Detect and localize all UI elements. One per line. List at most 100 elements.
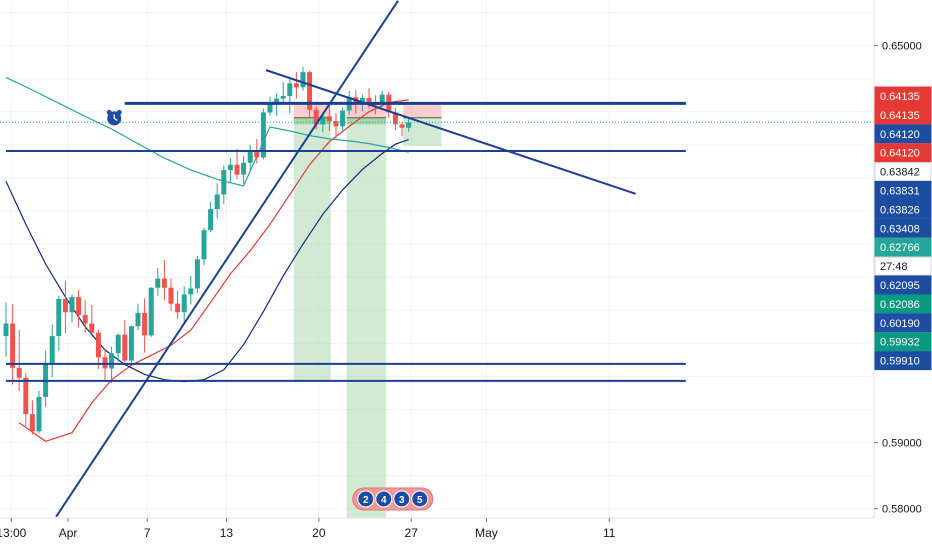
candle-body	[194, 259, 200, 289]
grid	[0, 0, 874, 518]
candle-body	[234, 164, 240, 175]
us-flag-icon[interactable]	[357, 490, 375, 508]
candle-body	[333, 121, 339, 127]
candle-body	[293, 83, 299, 88]
candle-body	[214, 194, 220, 210]
candle-body	[16, 367, 22, 378]
price-label-box	[874, 351, 932, 371]
event-count-label: 5	[417, 495, 423, 506]
price-label-box	[874, 124, 932, 144]
candle-body	[307, 72, 313, 110]
moving-average-line	[5, 139, 409, 383]
price-label: 0.59910	[874, 351, 932, 371]
candle-body	[142, 312, 148, 336]
candle-body	[267, 103, 273, 113]
candle-body	[115, 334, 121, 354]
candle-body	[109, 353, 115, 369]
candle-body	[161, 278, 167, 288]
price-label-box	[874, 199, 932, 219]
price-label-text: 0.63826	[880, 204, 920, 216]
candle-body	[135, 312, 141, 327]
alarm-clock-bell-left	[106, 109, 112, 115]
candle-body	[49, 336, 55, 365]
position-profit-fill	[293, 117, 331, 125]
candle-body	[260, 112, 266, 158]
candle-body	[254, 150, 260, 158]
time-tick-label: May	[475, 526, 498, 540]
event-count-label: 3	[399, 495, 405, 506]
price-label-text: 0.64135	[880, 91, 920, 103]
candle-body	[313, 109, 319, 125]
economic-events[interactable]: 2 4 3 5	[352, 487, 434, 511]
price-label-box	[874, 162, 932, 182]
candle-body	[122, 334, 128, 361]
moving-average-line	[18, 99, 409, 442]
price-label-box	[874, 332, 932, 352]
chart-icons[interactable]	[106, 109, 122, 126]
price-label-text: 0.63842	[880, 167, 920, 179]
price-label: 0.64135	[874, 86, 932, 106]
price-label-text: 0.64135	[880, 110, 920, 122]
price-label-text: 0.59910	[880, 356, 920, 368]
candle-body	[95, 332, 101, 358]
candle-body	[287, 83, 293, 96]
price-label: 0.64135	[874, 105, 932, 125]
price-label-text: 27:48	[880, 261, 908, 273]
price-label: 0.59932	[874, 332, 932, 352]
time-tick-label: Apr	[59, 526, 78, 540]
candle-body	[379, 94, 385, 106]
short-position[interactable]	[346, 103, 387, 519]
price-tick-label: 0.59000	[882, 438, 922, 450]
trendline[interactable]	[55, 0, 399, 518]
event-count-label: 4	[381, 495, 387, 506]
price-label: 0.64120	[874, 124, 932, 144]
time-tick-label: 13	[220, 526, 234, 540]
position-risk-zone	[293, 103, 331, 118]
short-position[interactable]	[293, 103, 331, 382]
candle-body	[340, 110, 346, 127]
candle-body	[69, 297, 75, 313]
horizontal-lines[interactable]	[0, 101, 874, 382]
time-axis-background[interactable]	[0, 518, 932, 550]
price-label-box	[874, 275, 932, 295]
price-label-box	[874, 105, 932, 125]
candle-body	[168, 287, 174, 304]
candle-body	[62, 299, 68, 313]
trendline[interactable]	[265, 69, 636, 195]
candle-body	[188, 288, 194, 295]
candle-body	[227, 164, 233, 171]
candle-body	[76, 297, 82, 315]
candle-body	[36, 396, 42, 432]
price-label: 0.63831	[874, 181, 932, 200]
price-label: 0.63826	[874, 199, 932, 219]
candle-body	[320, 116, 326, 125]
candle-body	[155, 278, 161, 288]
candle-body	[201, 230, 207, 260]
event-count-label: 2	[363, 495, 369, 506]
candle-body	[29, 414, 35, 432]
time-tick-label: 11	[603, 526, 616, 540]
candle-body	[3, 323, 9, 337]
price-label-box	[874, 86, 932, 106]
price-label-text: 0.62766	[880, 242, 920, 254]
price-label-box	[874, 256, 932, 276]
candle-body	[399, 124, 405, 128]
events-badge[interactable]	[352, 487, 434, 511]
us-flag-icon[interactable]	[411, 490, 429, 508]
price-labels: 0.64135 0.64135 0.64120 0.64120 0.63842 0.638…	[874, 86, 932, 371]
time-tick-label: 20	[312, 526, 326, 540]
position-risk-zone	[403, 103, 442, 118]
trendlines[interactable]	[55, 0, 636, 518]
price-label: 0.62086	[874, 294, 932, 314]
candle-body	[366, 97, 372, 103]
alarm-clock-icon[interactable]	[106, 109, 122, 126]
us-flag-icon[interactable]	[393, 490, 411, 508]
price-label: 0.64120	[874, 143, 932, 163]
candle-body	[10, 323, 16, 368]
price-label-text: 0.64120	[880, 148, 920, 160]
candle-body	[406, 122, 412, 128]
us-flag-icon[interactable]	[375, 490, 393, 508]
